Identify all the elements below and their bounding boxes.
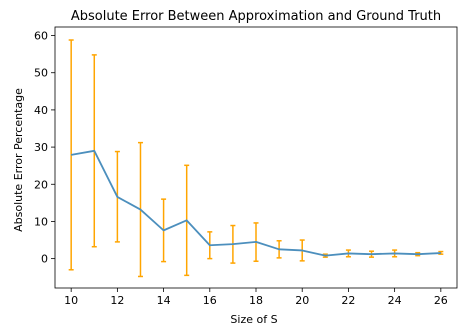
x-tick-label: 22 (341, 294, 355, 307)
y-tick-label: 60 (34, 30, 48, 43)
y-tick-label: 0 (41, 253, 48, 266)
x-tick-label: 18 (249, 294, 263, 307)
x-tick-label: 20 (295, 294, 309, 307)
y-tick-label: 30 (34, 141, 48, 154)
x-ticks: 10 12 14 16 18 20 22 24 26 (64, 288, 448, 307)
y-axis-label: Absolute Error Percentage (12, 88, 25, 232)
x-tick-label: 26 (434, 294, 448, 307)
x-tick-label: 16 (203, 294, 217, 307)
y-tick-label: 10 (34, 215, 48, 228)
y-tick-label: 20 (34, 178, 48, 191)
x-tick-label: 10 (64, 294, 78, 307)
y-tick-label: 50 (34, 67, 48, 80)
x-tick-label: 24 (388, 294, 402, 307)
x-tick-label: 14 (157, 294, 171, 307)
plot-frame (54, 26, 458, 289)
x-tick-label: 12 (110, 294, 124, 307)
y-ticks: 0 10 20 30 40 50 60 (34, 30, 55, 266)
series-line-group (71, 149, 441, 257)
chart-title: Absolute Error Between Approximation and… (71, 9, 441, 24)
y-tick-label: 40 (34, 104, 48, 117)
x-axis-label: Size of S (230, 313, 277, 326)
series-line (71, 149, 441, 257)
